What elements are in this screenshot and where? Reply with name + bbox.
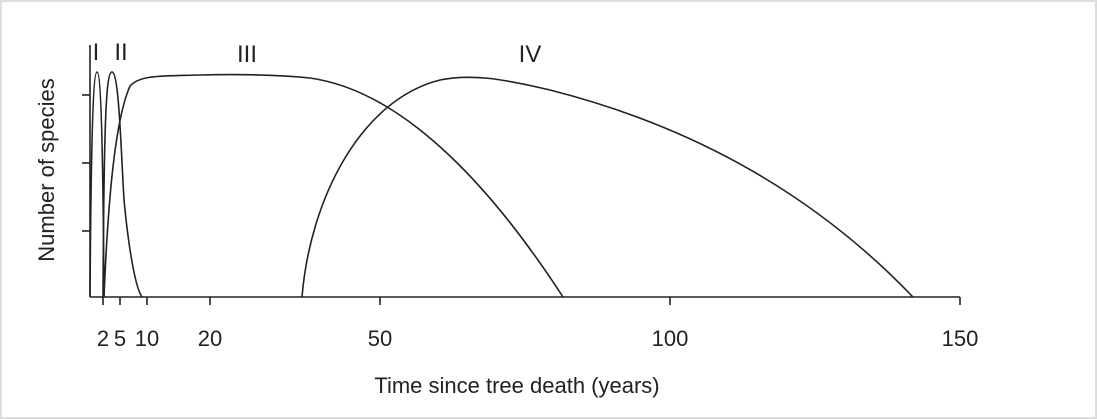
x-tick-label: 20	[198, 326, 222, 351]
curve-iv	[301, 76, 914, 298]
y-axis-label: Number of species	[34, 78, 59, 261]
curve-label: II	[114, 39, 127, 66]
curve-ii	[102, 71, 143, 298]
x-axis-label: Time since tree death (years)	[374, 373, 659, 398]
y-tick-marks	[82, 94, 90, 232]
curve-i	[89, 71, 105, 298]
curve-label: I	[93, 39, 100, 66]
curve-label: IV	[519, 41, 542, 68]
x-tick-label: 5	[114, 326, 126, 351]
x-tick-label: 100	[652, 326, 689, 351]
x-tick-label: 10	[135, 326, 159, 351]
curve-label: III	[237, 41, 257, 68]
x-tick-label: 50	[368, 326, 392, 351]
x-tick-label: 150	[942, 326, 979, 351]
curve-iii	[103, 73, 564, 298]
x-ticks: 2 5 10 20 50 100 150	[97, 297, 978, 351]
x-tick-label: 2	[97, 326, 109, 351]
